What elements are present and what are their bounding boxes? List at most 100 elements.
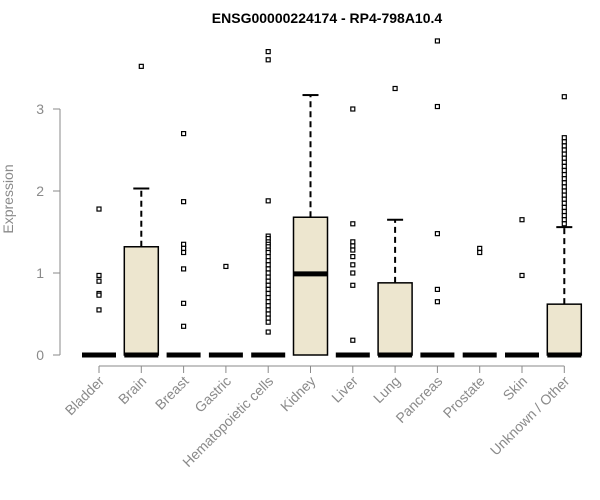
box (546, 303, 583, 356)
outlier-point (477, 249, 483, 256)
box-group (377, 85, 413, 358)
box-group (208, 263, 243, 358)
y-tick-label: 0 (36, 347, 44, 363)
outlier-point (350, 254, 356, 260)
outlier-point (223, 263, 229, 270)
box-group (420, 38, 455, 358)
outlier-point (434, 38, 440, 44)
outlier-point (561, 135, 567, 141)
outlier-point (265, 307, 271, 313)
outlier-point (561, 188, 567, 194)
outlier-point (561, 167, 567, 174)
box (377, 282, 413, 356)
outlier-point (96, 206, 102, 212)
outlier-point (434, 231, 440, 237)
outlier-point (519, 217, 525, 223)
box-group (251, 48, 286, 358)
box-group (166, 131, 201, 358)
y-axis-label: Expression (0, 164, 16, 233)
outlier-point (350, 270, 356, 276)
outlier-point (350, 221, 356, 227)
outlier-point (434, 286, 440, 292)
outlier-point (265, 295, 271, 301)
x-tick-label: Lung (370, 373, 403, 406)
outlier-point (181, 131, 187, 137)
x-tick-label: Unknown / Other (487, 373, 573, 459)
y-tick-label: 2 (36, 183, 44, 199)
outlier-point (265, 286, 271, 292)
outlier-point (265, 278, 271, 284)
plot-area (82, 38, 583, 358)
box-group (546, 94, 583, 358)
x-tick-label: Bladder (62, 373, 108, 419)
outlier-point (265, 290, 271, 297)
outlier-point (561, 192, 567, 198)
outlier-point (561, 204, 567, 210)
outlier-point (561, 180, 567, 186)
outlier-point (265, 258, 271, 264)
outlier-point (181, 249, 187, 256)
outlier-point (561, 221, 567, 227)
y-tick-label: 1 (36, 265, 44, 281)
outlier-point (561, 151, 567, 157)
outlier-point (561, 159, 567, 165)
outlier-point (392, 85, 398, 92)
outlier-point (477, 245, 483, 251)
x-tick-label: Liver (328, 373, 361, 406)
box-group (123, 63, 160, 358)
y-tick-label: 3 (36, 101, 44, 117)
box-group (462, 245, 497, 358)
outlier-point (265, 266, 271, 272)
outlier-point (265, 315, 271, 321)
outlier-point (350, 337, 356, 343)
outlier-point (265, 48, 271, 55)
outlier-point (181, 241, 187, 247)
outlier-point (561, 176, 567, 182)
outlier-point (265, 329, 271, 335)
outlier-point (96, 272, 102, 279)
box (123, 246, 160, 356)
outlier-point (96, 307, 102, 313)
outlier-point (350, 282, 356, 288)
outlier-point (265, 282, 271, 288)
outlier-point (350, 239, 356, 245)
outlier-point (265, 270, 271, 276)
outlier-point (265, 303, 271, 309)
outlier-point (96, 292, 102, 298)
outlier-point (350, 262, 356, 268)
x-tick-label: Kidney (277, 373, 319, 415)
x-tick-label: Skin (500, 373, 531, 404)
outlier-point (561, 217, 567, 223)
outlier-point (265, 299, 271, 305)
outlier-point (181, 199, 187, 205)
outlier-point (181, 266, 187, 272)
outlier-point (350, 243, 356, 249)
outlier-point (561, 213, 567, 219)
outlier-point (265, 57, 271, 63)
outlier-point (265, 274, 271, 280)
outlier-point (265, 254, 271, 260)
outlier-point (561, 163, 567, 169)
x-tick-label: Breast (152, 373, 192, 413)
x-tick-label: Pancreas (392, 373, 445, 426)
outlier-point (434, 299, 440, 305)
outlier-point (350, 106, 356, 112)
x-tick-label: Prostate (440, 373, 488, 421)
outlier-point (265, 262, 271, 268)
box-group (335, 106, 370, 358)
outlier-point (561, 172, 567, 178)
outlier-point (434, 103, 440, 110)
x-tick-label: Brain (115, 373, 149, 407)
outlier-point (265, 198, 271, 204)
outlier-point (181, 245, 187, 251)
outlier-point (265, 249, 271, 256)
outlier-point (561, 196, 567, 202)
outlier-point (561, 200, 567, 206)
outlier-point (519, 272, 525, 279)
box-group (292, 94, 329, 356)
outlier-point (138, 63, 144, 69)
box-group (505, 217, 539, 358)
outlier-point (561, 208, 567, 215)
outlier-point (265, 319, 271, 325)
